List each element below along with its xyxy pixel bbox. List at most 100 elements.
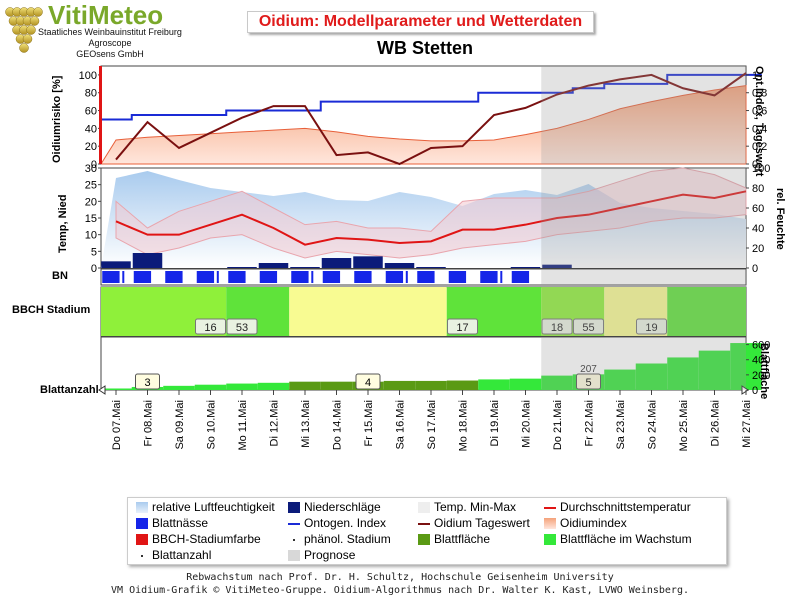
leafwet-bar [480, 271, 498, 283]
leaf-count-box [135, 373, 160, 390]
legend-swatch [418, 523, 430, 525]
leaf-count-box [576, 373, 601, 390]
x-date-label: Mo 18.Mai [458, 400, 470, 451]
logo-line-agroscope: Agroscope [88, 38, 132, 48]
oidium-right-tick: 0 [752, 159, 758, 171]
leafwet-bar [322, 271, 341, 283]
oidium-right-tick: 0,8 [752, 88, 767, 100]
x-date-label: Fr 08.Mai [143, 400, 155, 446]
leaf-area-bar [698, 350, 731, 390]
x-date-label: So 24.Mai [647, 400, 659, 450]
x-date-label: Fr 22.Mai [584, 400, 596, 446]
logo-line-geosens: GEOsens GmbH [76, 49, 144, 59]
precip-bar [227, 267, 257, 268]
temp-left-tick: 30 [85, 163, 97, 175]
leafwet-bar [165, 271, 183, 283]
x-date-label: Di 12.Mai [269, 400, 281, 446]
leafwet-bar [102, 271, 120, 283]
leaf-area-bar [635, 363, 668, 390]
oidium-right-tick: 0,2 [752, 141, 767, 153]
leaf-count-box [355, 373, 381, 390]
legend-swatch [418, 502, 430, 513]
precip-bar [132, 253, 163, 268]
leaf-area-bar [667, 357, 699, 390]
legend-label: Oidium Tageswert [434, 516, 530, 530]
leafwet-bar [417, 271, 435, 283]
precip-bar [384, 263, 415, 268]
bbch-stage-box [447, 318, 478, 335]
precip-bar [542, 264, 572, 268]
leafwet-bar [511, 271, 530, 283]
temp-right-tick: 60 [752, 203, 764, 215]
axis-label-leaf-area: Blattfläche [758, 343, 770, 400]
temp-left-tick: 20 [85, 196, 97, 208]
legend-swatch [544, 518, 556, 529]
legend-label: Blattnässe [152, 516, 209, 530]
bbch-stage-label: 16 [204, 322, 216, 334]
x-date-label: Mi 27.Mai [741, 400, 753, 448]
oidium-daily-line [115, 72, 747, 166]
precip-bar [416, 267, 446, 268]
oidium-right-tick: 0,4 [752, 123, 767, 135]
bbch-stage-label: 18 [551, 322, 563, 334]
axis-label-temp-left: Temp, Nied [57, 194, 69, 253]
leaf-area-bar [541, 375, 573, 390]
legend-label: Prognose [304, 548, 356, 562]
bbch-stage-label: 19 [645, 322, 657, 334]
leaf-area-bar [415, 380, 447, 390]
legend-label: Temp. Min-Max [434, 500, 517, 514]
leaf-area-bar [194, 384, 227, 390]
legend-label: relative Luftfeuchtigkeit [152, 500, 275, 514]
legend: relative Luftfeuchtigkeit Niederschläge Te… [127, 497, 727, 565]
prognosis-overlay-oid [541, 66, 746, 164]
x-date-label: Mi 20.Mai [521, 400, 533, 448]
leaf-count-label: 5 [585, 377, 591, 389]
x-date-label: Mo 25.Mai [678, 400, 690, 451]
x-date-label: Di 26.Mai [710, 400, 722, 446]
temp-right-tick: 100 [752, 163, 770, 175]
leafwet-tick [216, 271, 219, 283]
leafwet-bar [133, 271, 152, 283]
legend-swatch [136, 502, 148, 513]
temp-minmax-band [115, 167, 747, 259]
x-date-label: Do 14.Mai [332, 400, 344, 450]
temp-avg-line [115, 190, 747, 246]
logo-grape [29, 16, 40, 26]
logo-line-institute: Staatliches Weinbauinstitut Freiburg [38, 27, 182, 37]
legend-swatch [288, 550, 300, 561]
leafwet-bar [291, 271, 309, 283]
legend-swatch [293, 539, 295, 541]
legend-swatch [136, 518, 148, 529]
axis-label-bbch: BBCH Stadium [12, 304, 91, 316]
x-date-label: So 17.Mai [426, 400, 438, 450]
axis-label-leaf-count: Blattanzahl [40, 384, 99, 396]
legend-label: Oidiumindex [560, 516, 627, 530]
oidium-index-area [100, 85, 747, 165]
temp-right-tick: 0 [752, 263, 758, 275]
legend-swatch [544, 507, 556, 509]
bbch-stage-box [636, 318, 667, 335]
leafwet-tick [311, 271, 314, 283]
x-date-label: Sa 09.Mai [174, 400, 186, 450]
legend-label: Ontogen. Index [304, 516, 387, 530]
logo-grape [19, 43, 29, 53]
legend-label: phänol. Stadium [304, 532, 391, 546]
axis-label-bn: BN [52, 270, 68, 282]
temp-left-tick: 15 [85, 213, 97, 225]
legend-label: Blattanzahl [152, 548, 212, 562]
chart-title: Oidium: Modellparameter und Wetterdaten [247, 11, 594, 33]
legend-swatch [418, 534, 430, 545]
oidium-left-tick: 20 [85, 141, 97, 153]
axis-label-oidium-left: Oidiumrisiko [%] [51, 75, 63, 163]
temp-left-tick: 5 [91, 246, 97, 258]
legend-swatch [288, 502, 300, 513]
leafwet-bar [448, 271, 467, 283]
leaf-area-bar [289, 381, 321, 390]
leaf-area-bar [163, 385, 195, 390]
bbch-stage-box [573, 318, 604, 335]
precip-bar [353, 256, 383, 268]
oidium-left-tick: 40 [85, 123, 97, 135]
x-date-label: Di 19.Mai [489, 400, 501, 446]
bbch-stage-box [195, 318, 226, 335]
